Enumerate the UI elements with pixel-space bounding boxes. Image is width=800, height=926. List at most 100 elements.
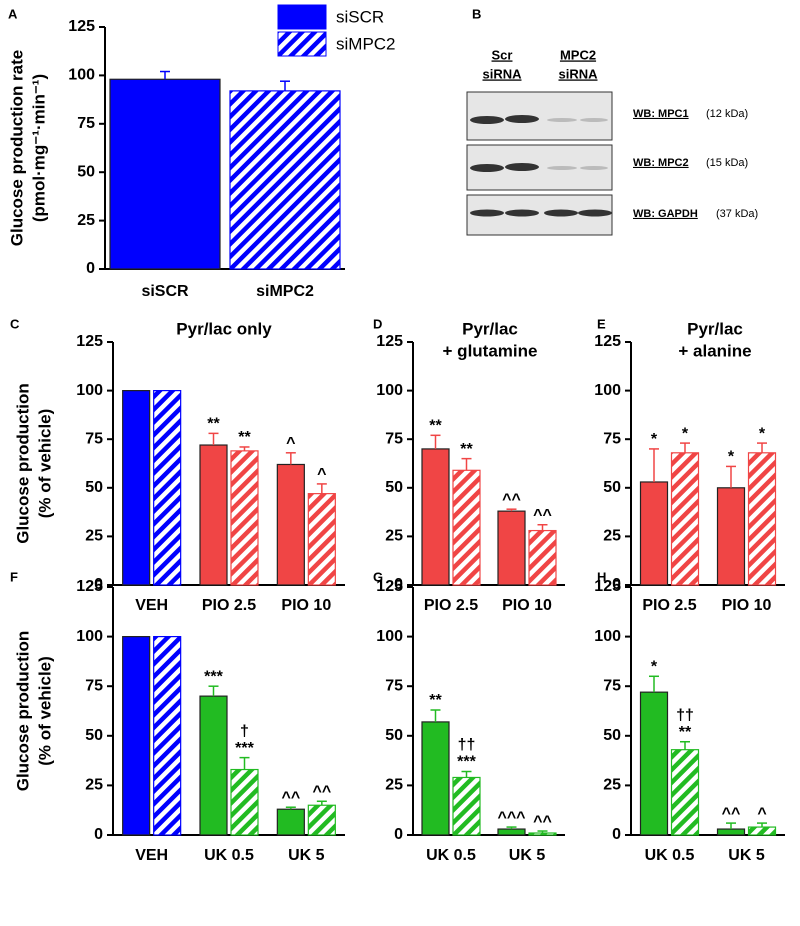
error-bar [726, 822, 736, 830]
significance-marker: * [728, 449, 735, 466]
bar [639, 691, 669, 836]
y-tick-label: 100 [594, 382, 621, 399]
band [547, 118, 577, 122]
bar [747, 826, 777, 836]
y-tick-label: 25 [603, 777, 621, 794]
significance-marker: * [759, 425, 766, 442]
y-tick-label: 25 [77, 212, 95, 229]
lane-label: siRNA [482, 66, 522, 81]
error-bar [430, 434, 441, 449]
y-tick-label: 125 [68, 18, 95, 35]
panel-letter: E [597, 316, 606, 331]
error-bar [537, 523, 548, 531]
bar [670, 452, 700, 586]
error-bar [160, 70, 170, 80]
y-tick-label: 125 [76, 333, 103, 350]
x-tick-label: UK 5 [509, 847, 546, 864]
y-tick-label: 50 [85, 727, 103, 744]
y-tick-label: 50 [385, 727, 403, 744]
y-tick-label: 100 [376, 628, 403, 645]
y-axis-label: (% of vehicle) [35, 409, 54, 519]
x-tick-label: siMPC2 [256, 283, 314, 300]
error-bar [726, 465, 736, 488]
error-bar [430, 709, 441, 722]
bar [497, 828, 526, 836]
significance-marker: ^^ [502, 491, 521, 508]
panel-letter: H [597, 569, 606, 584]
significance-marker: ^^ [312, 783, 331, 800]
y-tick-label: 25 [85, 777, 103, 794]
bar [716, 487, 746, 586]
bar [497, 510, 526, 586]
y-tick-label: 100 [594, 628, 621, 645]
bar [528, 832, 557, 836]
y-tick-label: 75 [77, 115, 95, 132]
panel-title: Pyr/lac only [176, 319, 272, 338]
lane-label: siRNA [558, 66, 598, 81]
significance-marker: *** [235, 740, 254, 757]
band [470, 164, 504, 172]
bar [307, 493, 336, 586]
y-axis-label: Glucose production [13, 631, 32, 792]
y-tick-label: 125 [376, 333, 403, 350]
x-tick-label: VEH [135, 597, 168, 614]
significance-marker: ^^^ [497, 809, 525, 826]
bar [716, 828, 746, 836]
error-bar [285, 452, 296, 465]
y-tick-label: 0 [394, 826, 403, 843]
panel-title: + glutamine [443, 341, 538, 360]
y-tick-label: 75 [385, 677, 403, 694]
bar [452, 776, 481, 836]
significance-marker: ** [460, 441, 473, 458]
y-tick-label: 50 [385, 479, 403, 496]
significance-marker: * [682, 425, 689, 442]
panel-letter: G [373, 569, 383, 584]
y-tick-label: 100 [76, 628, 103, 645]
y-tick-label: 0 [612, 826, 621, 843]
bar [199, 444, 228, 586]
significance-marker: *** [457, 754, 476, 771]
band [544, 209, 578, 217]
significance-marker: †† [676, 707, 694, 724]
error-bar [537, 830, 548, 834]
x-tick-label: UK 5 [728, 847, 765, 864]
band [505, 209, 539, 217]
x-tick-label: UK 5 [288, 847, 325, 864]
bar [276, 463, 305, 586]
x-tick-label: PIO 2.5 [202, 597, 256, 614]
panel-letter: F [10, 569, 18, 584]
bar [307, 804, 336, 836]
y-tick-label: 75 [603, 677, 621, 694]
significance-marker: ** [238, 429, 251, 446]
y-tick-label: 125 [376, 578, 403, 595]
y-tick-label: 50 [77, 163, 95, 180]
bar [229, 90, 341, 270]
significance-marker: ^ [317, 466, 326, 483]
y-tick-label: 0 [94, 576, 103, 593]
error-bar [208, 685, 219, 697]
western-blot: B Scr siRNA MPC2 siRNA WB: MPC1 (12 kDa)… [466, 6, 758, 236]
bar [153, 390, 182, 586]
error-bar [506, 826, 517, 830]
error-bar [316, 483, 327, 494]
y-axis-label: (pmol·mg⁻¹·min⁻¹) [29, 74, 48, 222]
bar [230, 768, 259, 836]
band [580, 166, 608, 170]
significance-marker: ** [429, 692, 442, 709]
error-bar [285, 806, 296, 810]
x-tick-label: PIO 10 [722, 597, 772, 614]
significance-marker: * [651, 658, 658, 675]
significance-marker: ^ [757, 805, 766, 822]
y-tick-label: 75 [85, 677, 103, 694]
bar [670, 749, 700, 836]
y-tick-label: 0 [612, 576, 621, 593]
band [547, 166, 577, 170]
panel-title: Pyr/lac [687, 319, 743, 338]
y-tick-label: 0 [94, 826, 103, 843]
y-tick-label: 100 [68, 67, 95, 84]
lane-label: MPC2 [560, 47, 596, 62]
y-tick-label: 50 [603, 727, 621, 744]
y-tick-label: 100 [376, 382, 403, 399]
x-tick-label: UK 0.5 [426, 847, 476, 864]
